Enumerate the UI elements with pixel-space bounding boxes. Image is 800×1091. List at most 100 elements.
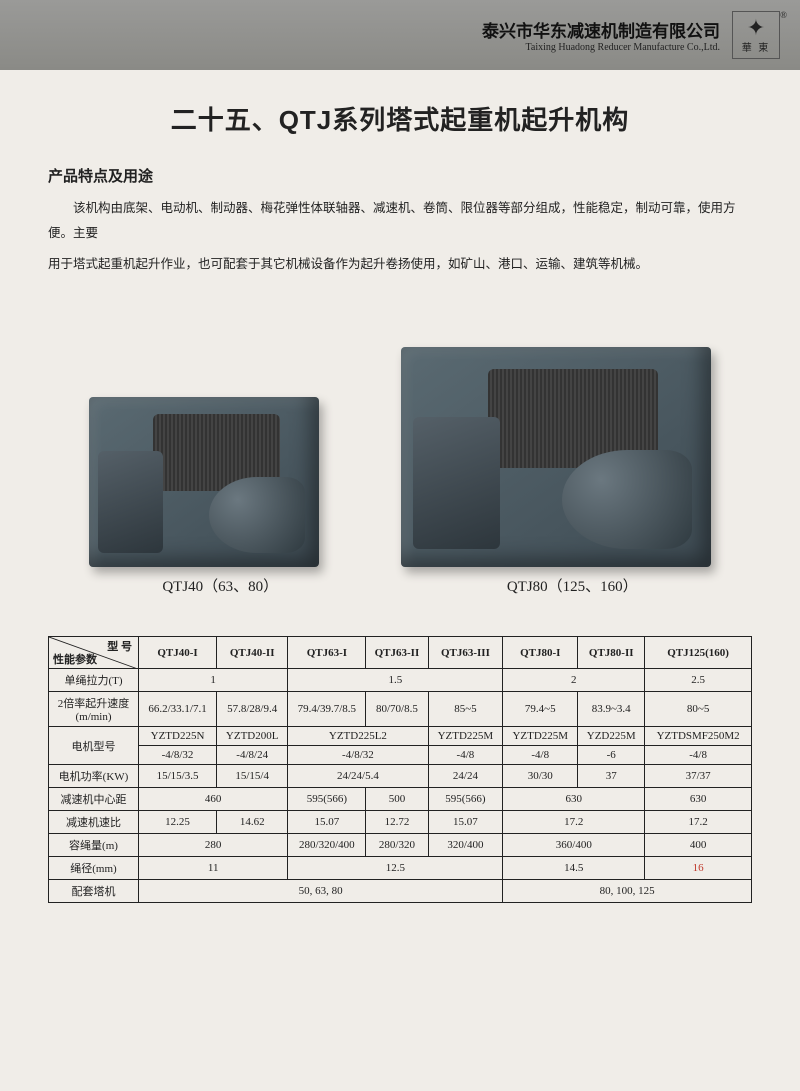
cell: -4/8/24 [217, 746, 288, 765]
product-image-qtj40 [89, 397, 319, 567]
cell: 2 [503, 669, 645, 692]
model-col: QTJ40-I [139, 637, 217, 669]
product-image-qtj80 [401, 347, 711, 567]
cell: 37/37 [645, 765, 752, 788]
cell: YZTDSMF250M2 [645, 727, 752, 746]
cell: 66.2/33.1/7.1 [139, 692, 217, 727]
cell: 17.2 [645, 811, 752, 834]
model-col: QTJ63-III [428, 637, 503, 669]
corner-bot: 性能参数 [53, 651, 97, 667]
cell: 2.5 [645, 669, 752, 692]
cell: 280 [139, 834, 288, 857]
cell: 1.5 [288, 669, 503, 692]
page-content: 二十五、QTJ系列塔式起重机起升机构 产品特点及用途 该机构由底架、电动机、制动… [0, 70, 800, 913]
cell: 11 [139, 857, 288, 880]
cell: 630 [645, 788, 752, 811]
model-col: QTJ80-I [503, 637, 578, 669]
cell: 15/15/4 [217, 765, 288, 788]
cell: 79.4~5 [503, 692, 578, 727]
company-name-en: Taixing Huadong Reducer Manufacture Co.,… [482, 42, 720, 53]
cell: 16 [645, 857, 752, 880]
table-row: -4/8/32 -4/8/24 -4/8/32 -4/8 -4/8 -6 -4/… [49, 746, 752, 765]
cell: YZTD225L2 [288, 727, 428, 746]
photo-captions: QTJ40（63、80） QTJ80（125、160） [48, 575, 752, 596]
table-row: 减速机速比 12.25 14.62 15.07 12.72 15.07 17.2… [49, 811, 752, 834]
cell: 460 [139, 788, 288, 811]
cell: 630 [503, 788, 645, 811]
table-row: 减速机中心距 460 595(566) 500 595(566) 630 630 [49, 788, 752, 811]
cell: 280/320/400 [288, 834, 366, 857]
row-label: 2倍率起升速度(m/min) [49, 692, 139, 727]
cell: 500 [366, 788, 428, 811]
product-photos [48, 307, 752, 567]
corner-top: 型 号 [107, 638, 132, 654]
cell: 595(566) [428, 788, 503, 811]
cell: 24/24/5.4 [288, 765, 428, 788]
cell: 30/30 [503, 765, 578, 788]
cell: 14.62 [217, 811, 288, 834]
cell: 1 [139, 669, 288, 692]
table-header-row: 型 号 性能参数 QTJ40-I QTJ40-II QTJ63-I QTJ63-… [49, 637, 752, 669]
cell: 12.5 [288, 857, 503, 880]
cell: 85~5 [428, 692, 503, 727]
table-row: 电机功率(KW) 15/15/3.5 15/15/4 24/24/5.4 24/… [49, 765, 752, 788]
cell: 15.07 [288, 811, 366, 834]
model-col: QTJ63-II [366, 637, 428, 669]
logo-text: 華 東 [742, 39, 771, 54]
page-title: 二十五、QTJ系列塔式起重机起升机构 [48, 100, 752, 137]
cell: 12.25 [139, 811, 217, 834]
model-col: QTJ63-I [288, 637, 366, 669]
paragraph-1: 该机构由底架、电动机、制动器、梅花弹性体联轴器、减速机、卷筒、限位器等部分组成，… [48, 196, 752, 246]
cell: 15.07 [428, 811, 503, 834]
cell: 360/400 [503, 834, 645, 857]
section-subtitle: 产品特点及用途 [48, 165, 752, 186]
brand-logo: ® ✦ 華 東 [732, 11, 780, 59]
caption-qtj80: QTJ80（125、160） [507, 575, 638, 596]
cell: YZTD225M [503, 727, 578, 746]
cell: YZD225M [578, 727, 645, 746]
cell: 80/70/8.5 [366, 692, 428, 727]
cell: 83.9~3.4 [578, 692, 645, 727]
row-label: 减速机速比 [49, 811, 139, 834]
cell: YZTD200L [217, 727, 288, 746]
row-label: 电机型号 [49, 727, 139, 765]
cell: 24/24 [428, 765, 503, 788]
cell: -4/8 [645, 746, 752, 765]
model-col: QTJ40-II [217, 637, 288, 669]
cell: 80, 100, 125 [503, 880, 752, 903]
cell: 37 [578, 765, 645, 788]
cell: 12.72 [366, 811, 428, 834]
model-col: QTJ80-II [578, 637, 645, 669]
row-label: 容绳量(m) [49, 834, 139, 857]
caption-qtj40: QTJ40（63、80） [162, 575, 278, 596]
cell: 320/400 [428, 834, 503, 857]
cell: 79.4/39.7/8.5 [288, 692, 366, 727]
cell: 57.8/28/9.4 [217, 692, 288, 727]
cell: 17.2 [503, 811, 645, 834]
cell: 50, 63, 80 [139, 880, 503, 903]
spec-table: 型 号 性能参数 QTJ40-I QTJ40-II QTJ63-I QTJ63-… [48, 636, 752, 903]
table-row: 单绳拉力(T) 1 1.5 2 2.5 [49, 669, 752, 692]
cell: 80~5 [645, 692, 752, 727]
corner-cell: 型 号 性能参数 [49, 637, 139, 669]
cell: -6 [578, 746, 645, 765]
cell: YZTD225N [139, 727, 217, 746]
cell: 15/15/3.5 [139, 765, 217, 788]
cell: 595(566) [288, 788, 366, 811]
row-label: 减速机中心距 [49, 788, 139, 811]
cell: -4/8/32 [288, 746, 428, 765]
model-col: QTJ125(160) [645, 637, 752, 669]
paragraph-2: 用于塔式起重机起升作业，也可配套于其它机械设备作为起升卷扬使用，如矿山、港口、运… [48, 252, 752, 277]
cell: 400 [645, 834, 752, 857]
registered-icon: ® [780, 10, 787, 20]
star-icon: ✦ [747, 17, 765, 39]
row-label: 绳径(mm) [49, 857, 139, 880]
row-label: 单绳拉力(T) [49, 669, 139, 692]
cell: YZTD225M [428, 727, 503, 746]
table-row: 绳径(mm) 11 12.5 14.5 16 [49, 857, 752, 880]
cell: 280/320 [366, 834, 428, 857]
cell: -4/8 [503, 746, 578, 765]
row-label: 电机功率(KW) [49, 765, 139, 788]
table-row: 电机型号 YZTD225N YZTD200L YZTD225L2 YZTD225… [49, 727, 752, 746]
cell: -4/8/32 [139, 746, 217, 765]
